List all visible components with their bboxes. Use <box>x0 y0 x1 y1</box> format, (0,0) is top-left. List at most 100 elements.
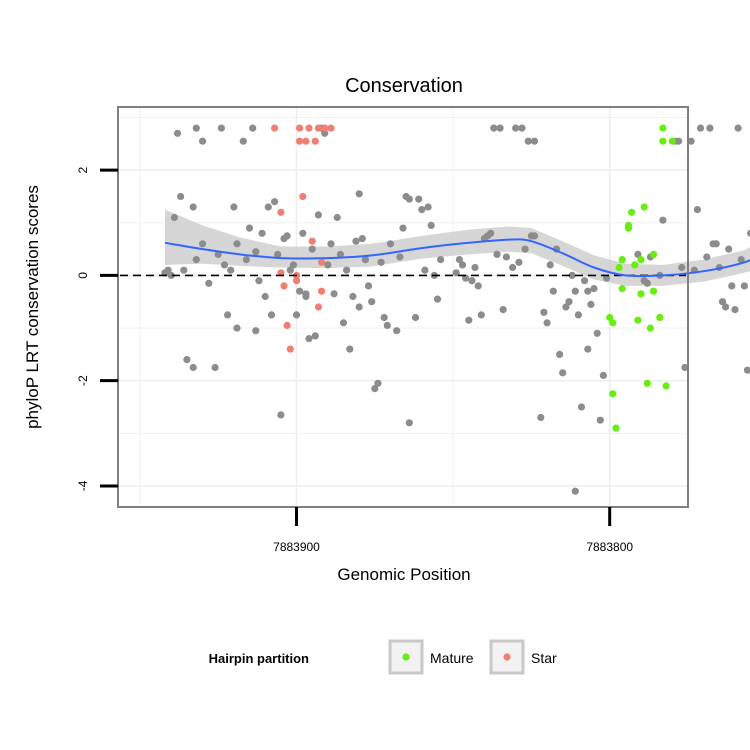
legend-dot-mature <box>402 653 410 661</box>
point-other <box>349 292 357 301</box>
point-other <box>302 292 310 301</box>
legend-item-star: Star <box>489 639 557 675</box>
point-mature <box>646 324 655 332</box>
point-other <box>568 271 576 279</box>
x-axis-label: Genomic Position <box>337 565 470 584</box>
point-other <box>737 256 745 264</box>
point-other <box>377 258 385 266</box>
point-star <box>277 269 285 277</box>
point-mature <box>656 313 664 322</box>
point-mature <box>631 261 639 269</box>
point-mature <box>637 256 645 264</box>
point-other <box>189 203 197 211</box>
point-other <box>537 413 545 422</box>
point-other <box>396 253 404 261</box>
point-other <box>289 261 297 269</box>
point-other <box>405 195 413 203</box>
point-other <box>543 319 551 327</box>
point-other <box>305 335 313 343</box>
point-other <box>521 245 529 253</box>
point-other <box>634 250 642 258</box>
point-other <box>233 324 241 332</box>
point-other <box>722 303 730 311</box>
point-other <box>471 263 479 272</box>
point-other <box>399 224 407 232</box>
point-other <box>577 403 586 411</box>
point-other <box>584 287 592 295</box>
point-mature <box>668 137 676 145</box>
point-other <box>546 261 554 269</box>
point-other <box>571 487 579 495</box>
point-other <box>199 240 207 248</box>
point-other <box>559 369 567 377</box>
point-star <box>292 277 301 285</box>
point-mature <box>609 319 617 327</box>
point-other <box>252 327 260 335</box>
point-other <box>530 232 539 240</box>
point-star <box>302 137 310 145</box>
point-other <box>512 124 520 132</box>
point-other <box>361 256 369 264</box>
point-other <box>462 274 470 282</box>
point-other <box>731 306 739 314</box>
point-mature <box>659 124 667 132</box>
point-other <box>458 261 467 269</box>
point-other <box>355 190 363 198</box>
y-axis-label: phyloP LRT conservation scores <box>23 185 42 429</box>
point-other <box>725 245 733 253</box>
point-other <box>371 385 379 393</box>
point-other <box>562 303 570 311</box>
point-other <box>687 137 695 145</box>
point-other <box>249 124 257 132</box>
point-other <box>693 206 702 214</box>
plot-border <box>117 106 689 508</box>
point-other <box>493 250 501 258</box>
point-other <box>556 350 564 358</box>
point-other <box>747 229 750 237</box>
point-other <box>490 124 498 132</box>
point-other <box>239 137 247 145</box>
point-other <box>518 124 526 132</box>
point-other <box>336 250 344 258</box>
point-other <box>296 287 304 295</box>
point-other <box>599 371 608 379</box>
point-other <box>424 203 432 211</box>
point-star <box>314 124 322 132</box>
point-other <box>189 363 197 372</box>
point-other <box>415 195 423 203</box>
point-other <box>678 263 686 272</box>
point-other <box>192 256 200 264</box>
point-other <box>314 211 322 219</box>
point-mature <box>659 137 667 145</box>
point-other <box>343 266 351 274</box>
y-tick-label: 2 <box>76 167 90 174</box>
point-other <box>267 311 276 319</box>
point-star <box>327 124 335 132</box>
point-mature <box>640 203 648 211</box>
point-other <box>734 124 742 132</box>
point-other <box>418 206 426 214</box>
point-mature <box>624 224 633 232</box>
point-other <box>706 124 714 132</box>
point-mature <box>649 250 658 258</box>
point-star <box>318 258 326 266</box>
point-other <box>565 298 573 306</box>
point-other <box>164 266 172 274</box>
point-other <box>540 308 548 316</box>
point-other <box>233 240 241 248</box>
point-other <box>368 298 376 306</box>
legend-label-star: Star <box>531 650 557 666</box>
point-other <box>255 277 263 285</box>
point-other <box>587 300 595 308</box>
point-other <box>437 256 445 264</box>
point-other <box>224 311 232 319</box>
point-mature <box>649 287 658 295</box>
point-other <box>593 329 601 337</box>
legend: Hairpin partition Mature Star <box>209 639 557 675</box>
chart-title: Conservation <box>345 75 463 97</box>
point-other <box>183 356 191 364</box>
point-other <box>321 129 329 137</box>
point-other <box>271 198 279 206</box>
point-star <box>286 345 294 353</box>
point-other <box>590 285 598 293</box>
